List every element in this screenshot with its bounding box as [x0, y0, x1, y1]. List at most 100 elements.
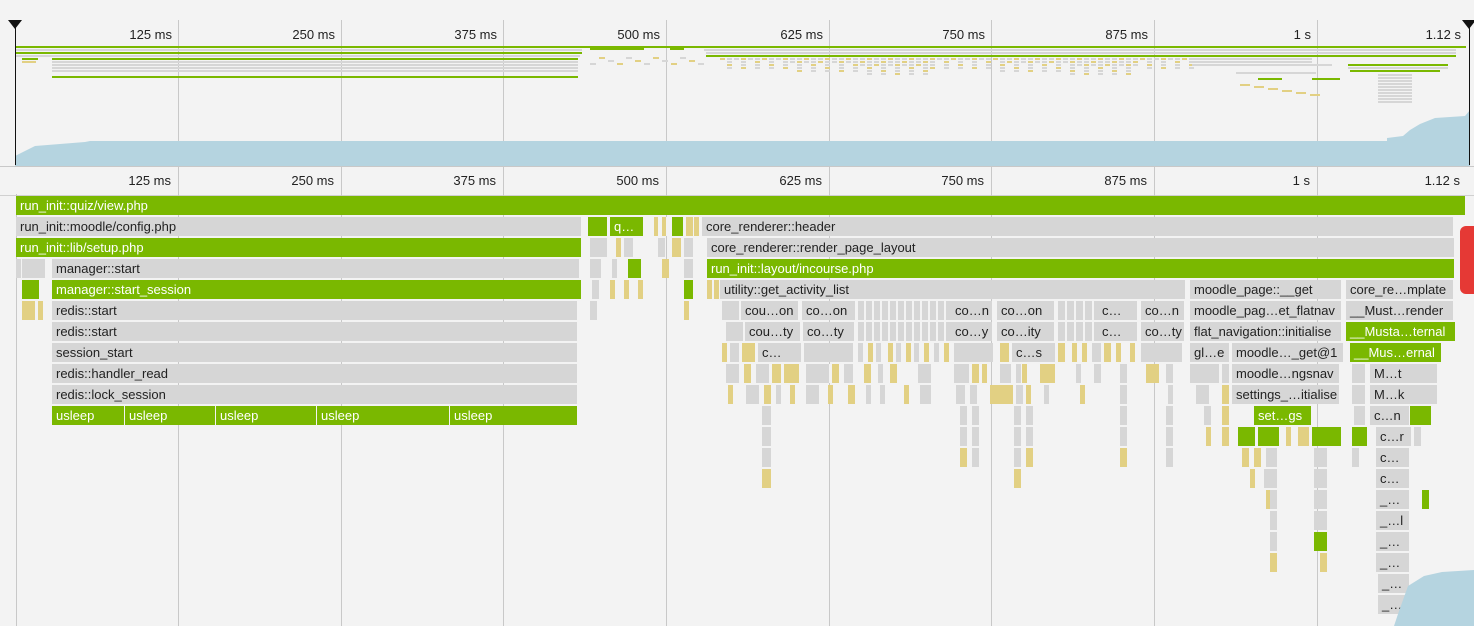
flame-frame[interactable]: run_init::quiz/view.php	[16, 196, 1466, 215]
flame-frame-collapsed[interactable]	[628, 259, 642, 278]
flame-frame-collapsed[interactable]	[858, 322, 865, 341]
flame-frame[interactable]: c…	[1376, 469, 1410, 488]
flame-frame-collapsed[interactable]	[858, 343, 864, 362]
flame-frame-collapsed[interactable]	[1166, 406, 1174, 425]
flame-frame-collapsed[interactable]	[662, 217, 667, 236]
flame-frame-collapsed[interactable]	[714, 280, 720, 299]
flame-frame-collapsed[interactable]	[906, 322, 913, 341]
flame-frame[interactable]: run_init::layout/incourse.php	[707, 259, 1455, 278]
flame-frame-collapsed[interactable]	[920, 385, 932, 404]
flame-frame-collapsed[interactable]	[1040, 364, 1056, 383]
flame-frame-collapsed[interactable]	[914, 322, 921, 341]
flame-frame-collapsed[interactable]	[1016, 385, 1024, 404]
flame-frame-collapsed[interactable]	[906, 343, 912, 362]
flame-frame[interactable]: core_renderer::header	[702, 217, 1454, 236]
flame-frame-collapsed[interactable]	[790, 385, 796, 404]
flame-frame[interactable]: c…	[1376, 448, 1410, 467]
flame-frame-collapsed[interactable]	[1026, 385, 1032, 404]
flame-frame-collapsed[interactable]	[722, 343, 728, 362]
flame-frame-collapsed[interactable]	[960, 427, 968, 446]
flame-frame-collapsed[interactable]	[1166, 427, 1174, 446]
flame-frame[interactable]: c…s	[1012, 343, 1056, 362]
flame-frame[interactable]: c…	[758, 343, 802, 362]
flame-frame-collapsed[interactable]	[1072, 343, 1078, 362]
flame-frame-collapsed[interactable]	[1222, 427, 1230, 446]
flame-frame-collapsed[interactable]	[1146, 364, 1160, 383]
flame-frame-collapsed[interactable]	[866, 322, 873, 341]
flame-frame-collapsed[interactable]	[707, 280, 713, 299]
flame-frame-collapsed[interactable]	[864, 364, 872, 383]
flame-frame-collapsed[interactable]	[1254, 448, 1262, 467]
flame-frame-collapsed[interactable]	[684, 259, 694, 278]
flame-frame-collapsed[interactable]	[638, 280, 644, 299]
flame-frame-collapsed[interactable]	[762, 427, 772, 446]
flame-frame-collapsed[interactable]	[806, 364, 830, 383]
flame-frame[interactable]: moodle_page::__get	[1190, 280, 1342, 299]
flame-frame-collapsed[interactable]	[1168, 385, 1174, 404]
flame-frame-collapsed[interactable]	[944, 343, 950, 362]
flame-frame-collapsed[interactable]	[1026, 427, 1034, 446]
flame-frame-collapsed[interactable]	[1094, 364, 1102, 383]
flame-frame-collapsed[interactable]	[1312, 427, 1342, 446]
flame-frame-collapsed[interactable]	[866, 301, 873, 320]
flame-frame[interactable]: redis::lock_session	[52, 385, 578, 404]
flame-frame[interactable]: redis::start	[52, 301, 578, 320]
flame-frame-collapsed[interactable]	[1354, 406, 1366, 425]
flame-frame-collapsed[interactable]	[684, 301, 690, 320]
flame-frame-collapsed[interactable]	[930, 322, 937, 341]
flame-frame-collapsed[interactable]	[896, 343, 902, 362]
flame-frame-collapsed[interactable]	[1058, 322, 1066, 341]
flame-frame-collapsed[interactable]	[684, 280, 694, 299]
flame-frame-collapsed[interactable]	[746, 385, 760, 404]
flame-frame-collapsed[interactable]	[1238, 427, 1256, 446]
flame-frame-collapsed[interactable]	[726, 322, 744, 341]
flame-frame-collapsed[interactable]	[874, 322, 881, 341]
flame-frame-collapsed[interactable]	[1314, 490, 1328, 509]
flame-frame-collapsed[interactable]	[590, 301, 598, 320]
flame-frame-collapsed[interactable]	[1314, 511, 1328, 530]
side-panel-tab[interactable]	[1460, 226, 1474, 294]
flame-frame-collapsed[interactable]	[922, 322, 929, 341]
flame-frame-collapsed[interactable]	[1258, 427, 1280, 446]
flame-frame-collapsed[interactable]	[844, 364, 854, 383]
flame-frame-collapsed[interactable]	[898, 322, 905, 341]
flame-frame-collapsed[interactable]	[1166, 364, 1174, 383]
flame-frame[interactable]: flat_navigation::initialise	[1190, 322, 1342, 341]
flame-frame-collapsed[interactable]	[22, 280, 40, 299]
flame-frame-collapsed[interactable]	[1270, 511, 1278, 530]
flame-frame-collapsed[interactable]	[762, 406, 772, 425]
flame-frame[interactable]: co…n	[951, 301, 993, 320]
flame-frame-collapsed[interactable]	[990, 385, 1014, 404]
flame-frame[interactable]: cou…on	[741, 301, 799, 320]
flame-frame-collapsed[interactable]	[922, 301, 929, 320]
selection-handle-right[interactable]	[1462, 20, 1474, 29]
flame-frame-collapsed[interactable]	[954, 343, 994, 362]
flame-frame-collapsed[interactable]	[1000, 364, 1012, 383]
flame-frame-collapsed[interactable]	[904, 385, 910, 404]
flame-frame-collapsed[interactable]	[38, 301, 44, 320]
flame-frame-collapsed[interactable]	[730, 343, 740, 362]
flame-frame[interactable]: c…	[1098, 301, 1138, 320]
flame-frame[interactable]: redis::start	[52, 322, 578, 341]
flame-frame[interactable]: c…	[1098, 322, 1138, 341]
flame-frame-collapsed[interactable]	[1242, 448, 1250, 467]
flame-frame-collapsed[interactable]	[918, 364, 932, 383]
flame-frame-collapsed[interactable]	[880, 385, 886, 404]
flame-frame-collapsed[interactable]	[624, 280, 630, 299]
flame-frame[interactable]: redis::handler_read	[52, 364, 578, 383]
flame-frame-collapsed[interactable]	[728, 385, 734, 404]
flame-frame-collapsed[interactable]	[1120, 448, 1128, 467]
flame-frame-collapsed[interactable]	[654, 217, 659, 236]
flame-frame[interactable]: manager::start	[52, 259, 580, 278]
flame-frame[interactable]: co…on	[997, 301, 1055, 320]
flame-frame-collapsed[interactable]	[1352, 385, 1366, 404]
flame-frame[interactable]: usleep	[450, 406, 578, 425]
flame-frame[interactable]: cou…ty	[745, 322, 801, 341]
flame-frame-collapsed[interactable]	[882, 301, 889, 320]
flame-frame-collapsed[interactable]	[1422, 490, 1430, 509]
flame-frame-collapsed[interactable]	[874, 301, 881, 320]
flame-frame-collapsed[interactable]	[1352, 448, 1360, 467]
flame-frame-collapsed[interactable]	[1014, 427, 1022, 446]
flame-frame-collapsed[interactable]	[848, 385, 856, 404]
flame-frame-collapsed[interactable]	[1414, 427, 1422, 446]
